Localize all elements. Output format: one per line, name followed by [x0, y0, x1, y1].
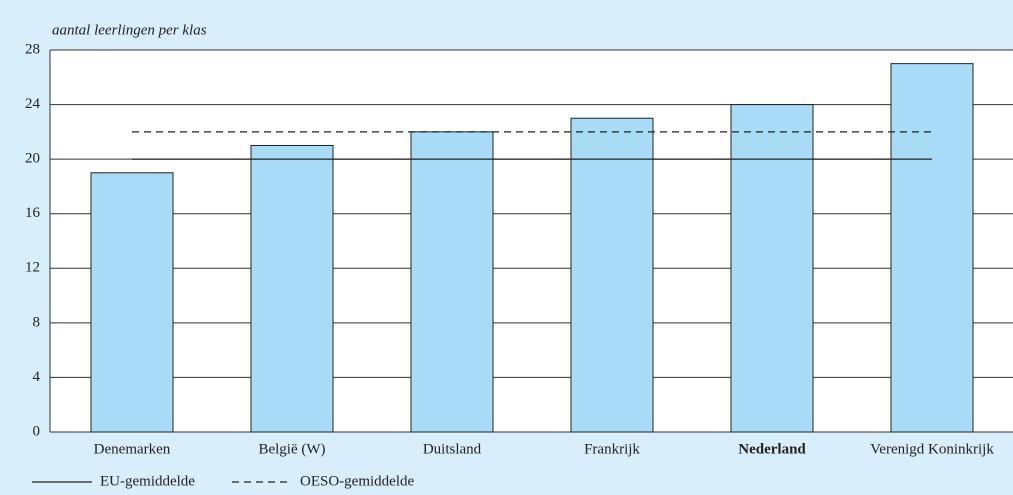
x-tick-label: Duitsland [423, 441, 482, 457]
x-tick-label: Frankrijk [584, 441, 640, 457]
x-tick-label: Nederland [738, 441, 806, 457]
legend-label: OESO-gemiddelde [300, 473, 414, 489]
bar [90, 172, 174, 433]
y-tick-label: 12 [25, 260, 40, 276]
y-tick-label: 24 [25, 96, 41, 112]
bar [570, 117, 654, 433]
x-tick-label: Denemarken [94, 441, 171, 457]
bar [410, 131, 494, 433]
y-tick-label: 20 [25, 151, 40, 167]
y-tick-label: 28 [25, 41, 40, 57]
plot-area [50, 50, 1013, 432]
x-tick-label: Verenigd Koninkrijk [870, 441, 994, 457]
y-tick-label: 0 [33, 423, 41, 439]
legend-label: EU-gemiddelde [100, 473, 195, 489]
bar [730, 104, 814, 433]
axis-label: aantal leerlingen per klas [52, 22, 207, 38]
x-tick-label: België (W) [258, 441, 325, 457]
bar [250, 145, 334, 433]
bar [890, 63, 974, 433]
y-tick-label: 4 [33, 369, 41, 385]
y-tick-label: 16 [25, 205, 41, 221]
y-tick-label: 8 [33, 314, 41, 330]
